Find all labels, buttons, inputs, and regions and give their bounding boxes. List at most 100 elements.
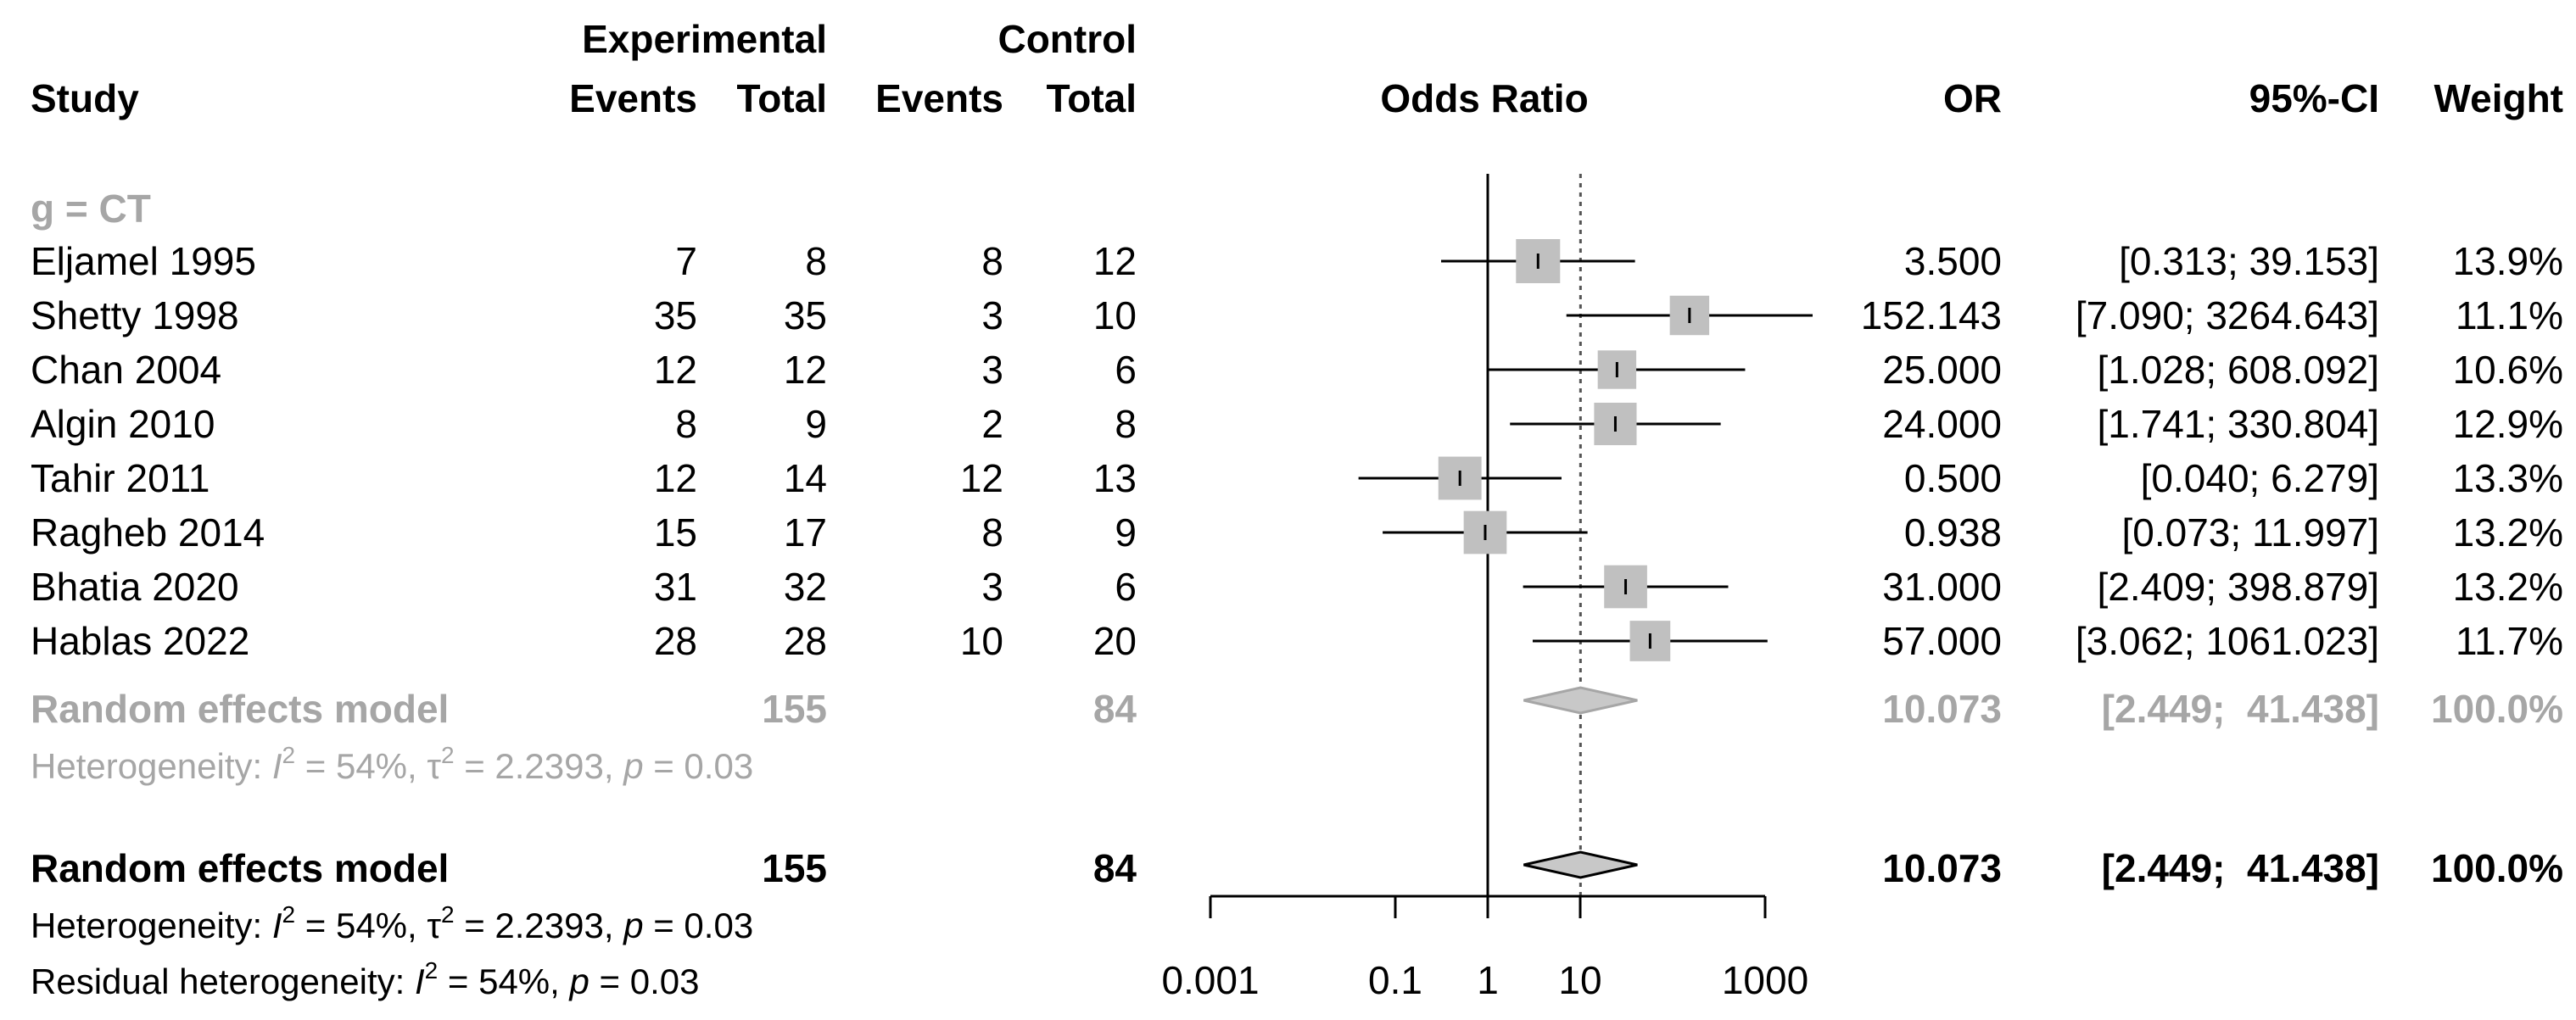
header-or: OR (1943, 76, 2002, 120)
study-exp-total: 9 (805, 402, 827, 446)
study-weight: 13.9% (2453, 239, 2563, 283)
x-tick-label: 10 (1558, 958, 1601, 1002)
overall-pooled-row: Random effects model 155 84 10.073 [2.44… (31, 846, 2563, 890)
study-weight: 13.2% (2453, 510, 2563, 555)
study-ctrl-total: 20 (1093, 619, 1137, 663)
subgroup-label: g = CT (31, 187, 151, 231)
study-name: Chan 2004 (31, 348, 221, 392)
header-ci: 95%-CI (2249, 76, 2379, 120)
overall-diamond (1523, 850, 1638, 879)
subgroup-pooled-exp-total: 155 (762, 687, 827, 731)
header-odds-ratio: Odds Ratio (1380, 76, 1588, 120)
overall-pooled-ctrl-total: 84 (1093, 846, 1137, 890)
study-or: 0.500 (1904, 456, 2002, 500)
subgroup-pooled-ci: [2.449; 41.438] (2102, 687, 2379, 731)
study-exp-events: 15 (654, 510, 697, 555)
x-tick-label: 1000 (1722, 958, 1808, 1002)
study-name: Algin 2010 (31, 402, 215, 446)
header-experimental: Experimental (582, 17, 827, 61)
study-or: 0.938 (1904, 510, 2002, 555)
plot-area: 0.001 0.1 1 10 1000 (1161, 174, 1813, 1002)
header-ctrl-total: Total (1047, 76, 1137, 120)
study-ctrl-total: 12 (1093, 239, 1137, 283)
study-name: Tahir 2011 (31, 456, 210, 500)
header-weight: Weight (2434, 76, 2563, 120)
study-or: 25.000 (1882, 348, 2002, 392)
overall-pooled-exp-total: 155 (762, 846, 827, 890)
residual-heterogeneity: Residual heterogeneity: I2 = 54%, p = 0.… (31, 957, 699, 1001)
study-name: Ragheb 2014 (31, 510, 265, 555)
study-exp-total: 35 (784, 293, 827, 337)
header-control: Control (997, 17, 1137, 61)
header-ctrl-events: Events (875, 76, 1003, 120)
study-ctrl-total: 9 (1115, 510, 1137, 555)
study-ctrl-events: 12 (960, 456, 1003, 500)
study-ctrl-events: 3 (981, 348, 1003, 392)
study-exp-events: 28 (654, 619, 697, 663)
x-tick-label: 0.001 (1161, 958, 1259, 1002)
study-exp-events: 12 (654, 348, 697, 392)
study-ctrl-events: 8 (981, 510, 1003, 555)
study-name: Shetty 1998 (31, 293, 239, 337)
header-exp-events: Events (569, 76, 697, 120)
study-exp-total: 17 (784, 510, 827, 555)
subgroup-pooled-weight: 100.0% (2431, 687, 2563, 731)
study-ci: [0.040; 6.279] (2141, 456, 2379, 500)
study-exp-total: 8 (805, 239, 827, 283)
overall-pooled-label: Random effects model (31, 846, 449, 890)
column-headers: Study Experimental Control Events Total … (31, 17, 2563, 120)
subgroup-diamond (1523, 686, 1638, 715)
study-or: 24.000 (1882, 402, 2002, 446)
study-or: 31.000 (1882, 565, 2002, 609)
x-tick-label: 1 (1477, 958, 1499, 1002)
study-ctrl-total: 6 (1115, 348, 1137, 392)
study-weight: 12.9% (2453, 402, 2563, 446)
overall-pooled-ci: [2.449; 41.438] (2102, 846, 2379, 890)
subgroup-pooled-ctrl-total: 84 (1093, 687, 1137, 731)
subgroup-heterogeneity: Heterogeneity: I2 = 54%, τ2 = 2.2393, p … (31, 742, 753, 786)
study-weight: 10.6% (2453, 348, 2563, 392)
study-ctrl-events: 2 (981, 402, 1003, 446)
study-ctrl-events: 3 (981, 565, 1003, 609)
study-ci: [2.409; 398.879] (2097, 565, 2379, 609)
study-exp-events: 12 (654, 456, 697, 500)
study-ci: [0.073; 11.997] (2121, 510, 2379, 555)
study-ctrl-events: 10 (960, 619, 1003, 663)
study-weight: 13.3% (2453, 456, 2563, 500)
overall-pooled-or: 10.073 (1882, 846, 2002, 890)
study-exp-total: 32 (784, 565, 827, 609)
study-ci: [1.028; 608.092] (2097, 348, 2379, 392)
study-ctrl-events: 3 (981, 293, 1003, 337)
subgroup-pooled-row: Random effects model 155 84 10.073 [2.44… (31, 687, 2563, 731)
study-ci: [3.062; 1061.023] (2076, 619, 2379, 663)
study-ci: [7.090; 3264.643] (2076, 293, 2379, 337)
study-ctrl-events: 8 (981, 239, 1003, 283)
overall-heterogeneity: Heterogeneity: I2 = 54%, τ2 = 2.2393, p … (31, 901, 753, 945)
study-weight: 13.2% (2453, 565, 2563, 609)
x-tick-label: 0.1 (1368, 958, 1422, 1002)
study-ctrl-total: 13 (1093, 456, 1137, 500)
study-exp-total: 28 (784, 619, 827, 663)
study-weight: 11.1% (2456, 293, 2563, 337)
study-name: Hablas 2022 (31, 619, 249, 663)
study-exp-events: 7 (675, 239, 697, 283)
study-ctrl-total: 8 (1115, 402, 1137, 446)
study-exp-events: 8 (675, 402, 697, 446)
study-name: Bhatia 2020 (31, 565, 239, 609)
study-exp-events: 31 (654, 565, 697, 609)
overall-pooled-weight: 100.0% (2431, 846, 2563, 890)
study-ci: [1.741; 330.804] (2097, 402, 2379, 446)
study-or: 3.500 (1904, 239, 2002, 283)
study-rows: Eljamel 1995 7 8 8 12 3.500 [0.313; 39.153] 13.… (31, 239, 2563, 663)
study-ctrl-total: 6 (1115, 565, 1137, 609)
header-study: Study (31, 76, 139, 120)
subgroup-pooled-or: 10.073 (1882, 687, 2002, 731)
subgroup-pooled-label: Random effects model (31, 687, 449, 731)
header-exp-total: Total (737, 76, 827, 120)
study-ci: [0.313; 39.153] (2119, 239, 2379, 283)
study-or: 57.000 (1882, 619, 2002, 663)
study-weight: 11.7% (2456, 619, 2563, 663)
study-name: Eljamel 1995 (31, 239, 256, 283)
study-exp-total: 12 (784, 348, 827, 392)
